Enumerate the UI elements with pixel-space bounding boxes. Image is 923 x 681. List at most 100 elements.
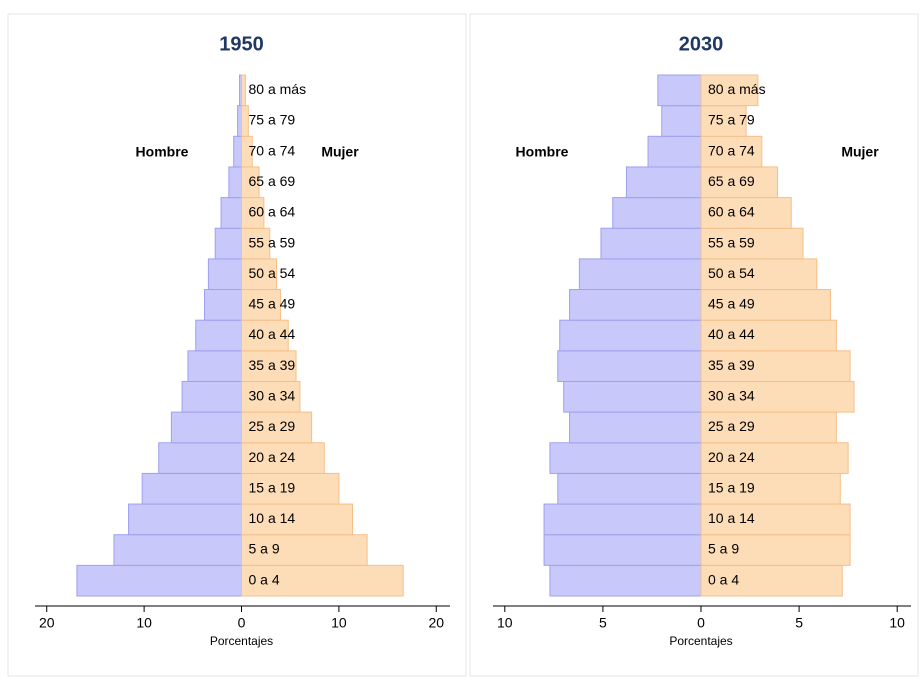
category-label: 10 a 14 bbox=[249, 510, 296, 526]
bar bbox=[141, 472, 243, 505]
bar bbox=[128, 503, 243, 536]
x-tick-label: 10 bbox=[331, 615, 347, 631]
category-label: 25 a 29 bbox=[708, 418, 755, 434]
category-label: 15 a 19 bbox=[249, 479, 296, 495]
x-tick-label: 0 bbox=[238, 615, 246, 631]
bar bbox=[203, 289, 242, 321]
x-axis-label: Porcentajes bbox=[210, 634, 273, 648]
bar bbox=[214, 227, 242, 260]
bar bbox=[557, 472, 702, 505]
bar bbox=[700, 74, 759, 107]
bar bbox=[578, 258, 702, 291]
bar bbox=[700, 380, 855, 413]
bar bbox=[181, 380, 243, 413]
bar bbox=[76, 564, 242, 597]
bar bbox=[549, 442, 702, 474]
bar bbox=[700, 319, 837, 352]
bar bbox=[657, 74, 702, 107]
category-label: 0 a 4 bbox=[708, 571, 739, 587]
bar bbox=[612, 197, 702, 229]
category-label: 20 a 24 bbox=[708, 449, 755, 465]
bar bbox=[700, 442, 849, 474]
category-label: 80 a más bbox=[708, 81, 766, 97]
category-label: 80 a más bbox=[249, 81, 307, 97]
bar bbox=[241, 534, 368, 566]
category-label: 40 a 44 bbox=[249, 326, 296, 342]
bar bbox=[241, 105, 249, 137]
bar bbox=[700, 503, 851, 536]
bar bbox=[233, 135, 242, 168]
bar bbox=[158, 442, 243, 474]
legend-label: Hombre bbox=[516, 144, 569, 160]
bar bbox=[700, 197, 792, 229]
bar bbox=[700, 472, 841, 505]
category-label: 50 a 54 bbox=[249, 265, 296, 281]
bar bbox=[700, 289, 831, 321]
bar bbox=[237, 105, 243, 137]
bar bbox=[241, 472, 340, 505]
category-label: 35 a 39 bbox=[708, 357, 755, 373]
bar bbox=[241, 227, 271, 260]
bar bbox=[170, 411, 242, 444]
x-tick-label: 5 bbox=[795, 615, 803, 631]
bar bbox=[700, 564, 843, 597]
bar bbox=[647, 135, 702, 168]
bar bbox=[241, 380, 301, 413]
bar bbox=[700, 227, 804, 260]
bar bbox=[661, 105, 702, 137]
chart-title: 2030 bbox=[679, 33, 724, 55]
x-axis-label: Porcentajes bbox=[669, 634, 732, 648]
legend-label: Mujer bbox=[321, 144, 359, 160]
category-label: 50 a 54 bbox=[708, 265, 755, 281]
x-tick-label: 10 bbox=[136, 615, 152, 631]
category-label: 75 a 79 bbox=[249, 112, 296, 128]
category-label: 30 a 34 bbox=[249, 387, 296, 403]
category-label: 5 a 9 bbox=[708, 541, 739, 557]
category-label: 10 a 14 bbox=[708, 510, 755, 526]
bar bbox=[241, 289, 281, 321]
bar bbox=[220, 197, 243, 229]
category-label: 30 a 34 bbox=[708, 387, 755, 403]
bar bbox=[113, 534, 242, 566]
category-label: 25 a 29 bbox=[249, 418, 296, 434]
bar bbox=[241, 564, 404, 597]
bar bbox=[557, 350, 702, 382]
category-label: 55 a 59 bbox=[249, 234, 296, 250]
bar bbox=[625, 166, 702, 199]
bar bbox=[700, 350, 851, 382]
legend-label: Mujer bbox=[841, 144, 879, 160]
bar bbox=[241, 319, 289, 352]
x-tick-label: 10 bbox=[889, 615, 905, 631]
category-label: 65 a 69 bbox=[708, 173, 755, 189]
bar bbox=[543, 503, 702, 536]
x-tick-label: 0 bbox=[697, 615, 705, 631]
category-label: 20 a 24 bbox=[249, 449, 296, 465]
bar bbox=[241, 442, 325, 474]
category-label: 55 a 59 bbox=[708, 234, 755, 250]
category-label: 40 a 44 bbox=[708, 326, 755, 342]
bar bbox=[543, 534, 702, 566]
x-tick-label: 20 bbox=[428, 615, 444, 631]
category-label: 60 a 64 bbox=[708, 204, 755, 220]
bar bbox=[600, 227, 702, 260]
category-label: 60 a 64 bbox=[249, 204, 296, 220]
bar bbox=[187, 350, 242, 382]
x-tick-label: 20 bbox=[39, 615, 55, 631]
x-tick-label: 5 bbox=[599, 615, 607, 631]
bar bbox=[700, 166, 779, 199]
category-label: 0 a 4 bbox=[249, 571, 280, 587]
bar bbox=[569, 411, 702, 444]
bar bbox=[241, 411, 313, 444]
bar bbox=[549, 564, 702, 597]
category-label: 75 a 79 bbox=[708, 112, 755, 128]
category-label: 45 a 49 bbox=[708, 296, 755, 312]
category-label: 45 a 49 bbox=[249, 296, 296, 312]
bar bbox=[569, 289, 702, 321]
bar bbox=[207, 258, 242, 291]
category-label: 35 a 39 bbox=[249, 357, 296, 373]
legend-label: Hombre bbox=[136, 144, 189, 160]
bar bbox=[559, 319, 702, 352]
bar bbox=[195, 319, 243, 352]
